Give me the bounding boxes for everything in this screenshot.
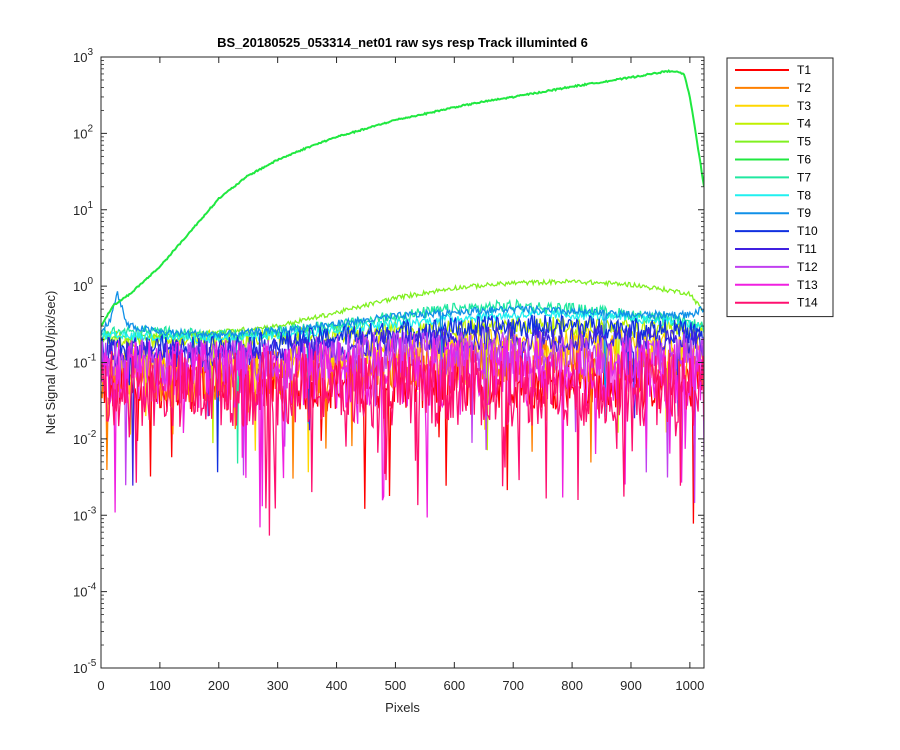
x-tick-label: 100 [149, 678, 171, 693]
legend: T1 T2 T3 T4 T5 T6 T7 T8 T9 T10 T11 T12 T13 T14 [726, 57, 834, 318]
x-tick-label: 500 [385, 678, 407, 693]
y-tick-label: 102 [73, 123, 93, 141]
y-tick-label: 103 [73, 47, 93, 65]
x-axis: 0 100 200 300 400 500 600 700 800 900 1000 [97, 57, 704, 693]
x-tick-label: 800 [561, 678, 583, 693]
y-axis: 10-5 10-4 10-3 10-2 10-1 100 101 102 103 [73, 47, 704, 676]
y-tick-label: 10-4 [73, 582, 97, 600]
x-tick-label: 1000 [675, 678, 704, 693]
legend-label-t8: T8 [797, 188, 811, 202]
y-tick-label: 10-3 [73, 505, 97, 523]
legend-label-t6: T6 [797, 153, 811, 167]
x-tick-label: 400 [326, 678, 348, 693]
legend-label-t10: T10 [797, 224, 818, 238]
legend-label-t1: T1 [797, 63, 811, 77]
series-layer [101, 69, 704, 536]
x-tick-label: 900 [620, 678, 642, 693]
legend-label-t5: T5 [797, 135, 811, 149]
x-axis-label: Pixels [385, 700, 420, 715]
y-tick-label: 100 [73, 276, 93, 294]
legend-label-t14: T14 [797, 296, 818, 310]
series-line-t9 [101, 291, 704, 418]
legend-label-t7: T7 [797, 170, 811, 184]
x-tick-label: 200 [208, 678, 230, 693]
legend-label-t4: T4 [797, 117, 811, 131]
series-line-t6 [101, 69, 704, 327]
x-tick-label: 600 [443, 678, 465, 693]
legend-label-t12: T12 [797, 260, 818, 274]
legend-label-t11: T11 [797, 242, 817, 256]
chart-title: BS_20180525_053314_net01 raw sys resp Tr… [217, 35, 588, 50]
legend-label-t13: T13 [797, 278, 818, 292]
plot-area: 0 100 200 300 400 500 600 700 800 900 1000 10-510-… [73, 47, 705, 693]
legend-box [726, 57, 834, 318]
y-tick-label: 10-1 [73, 353, 97, 371]
y-tick-label: 10-2 [73, 429, 97, 447]
x-tick-label: 300 [267, 678, 289, 693]
legend-label-t3: T3 [797, 99, 811, 113]
legend-label-t9: T9 [797, 206, 811, 220]
y-tick-label: 10-5 [73, 658, 97, 676]
y-axis-label: Net Signal (ADU/pix/sec) [43, 291, 58, 435]
series-line-t14 [101, 350, 704, 536]
y-tick-label: 101 [73, 200, 93, 218]
legend-label-t2: T2 [797, 81, 811, 95]
x-tick-label: 0 [97, 678, 104, 693]
x-tick-label: 700 [502, 678, 524, 693]
